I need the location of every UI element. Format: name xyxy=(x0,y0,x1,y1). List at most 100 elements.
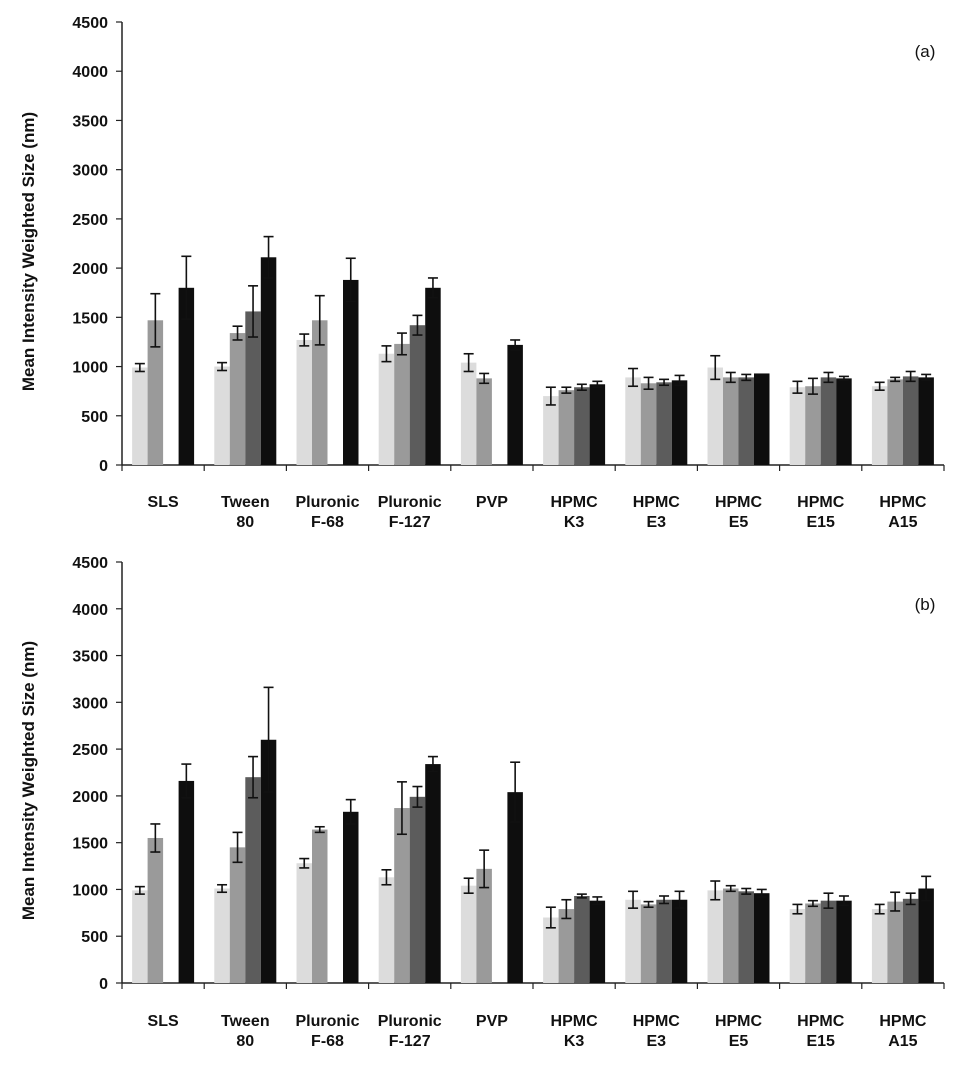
bar xyxy=(178,780,195,983)
bar xyxy=(260,257,277,465)
x-category-label: F-68 xyxy=(311,514,344,531)
x-category-label: SLS xyxy=(148,494,179,511)
bar xyxy=(543,917,559,983)
bar xyxy=(460,885,477,983)
panel-label: (b) xyxy=(915,595,936,614)
bar xyxy=(640,383,657,465)
bar xyxy=(723,377,739,465)
bar xyxy=(789,909,806,983)
bar xyxy=(132,890,148,983)
x-category-label: Tween xyxy=(221,494,270,511)
bar xyxy=(296,863,312,983)
bar xyxy=(754,893,770,983)
bar xyxy=(543,396,559,465)
chart-panel-b: 0 500 1000 1500 2000 2500 3000 3500 4000 4500 Mean… xyxy=(19,555,945,1050)
y-tick-label: 0 xyxy=(99,976,108,993)
bar xyxy=(887,901,903,983)
bar xyxy=(132,367,148,465)
x-category-label: K3 xyxy=(564,1033,585,1050)
bar xyxy=(296,339,312,465)
x-category-label: HPMC xyxy=(715,494,763,511)
bar xyxy=(836,900,852,983)
bar xyxy=(343,279,359,465)
x-category-label: PVP xyxy=(476,1013,508,1030)
bar xyxy=(245,777,261,983)
bar xyxy=(738,891,754,983)
chart-panel-a: 0 500 1000 1500 2000 2500 3000 3500 4000 4500 Mean… xyxy=(19,15,945,531)
bar xyxy=(656,382,672,465)
y-tick-label: 4000 xyxy=(72,64,108,81)
bar xyxy=(460,362,477,465)
bar xyxy=(589,900,606,983)
bar xyxy=(312,320,328,465)
bar xyxy=(871,386,888,465)
y-tick-label: 2500 xyxy=(72,742,108,759)
x-category-label: E15 xyxy=(806,514,835,531)
bar xyxy=(671,380,688,465)
y-tick-label: 1000 xyxy=(72,360,108,377)
x-category-label: HPMC xyxy=(633,494,681,511)
y-tick-label: 3000 xyxy=(72,695,108,712)
bar xyxy=(656,899,672,983)
x-category-label: E5 xyxy=(729,514,749,531)
bar xyxy=(836,378,852,465)
bar xyxy=(312,829,328,983)
x-category-label: Tween xyxy=(221,1013,270,1030)
bar xyxy=(574,895,590,983)
bar xyxy=(507,344,523,465)
bar xyxy=(558,909,575,983)
bar xyxy=(918,888,934,983)
bar xyxy=(671,899,688,983)
bar xyxy=(229,847,246,983)
y-tick-label: 500 xyxy=(81,409,108,426)
x-category-label: HPMC xyxy=(633,1013,681,1030)
x-category-label: SLS xyxy=(148,1013,179,1030)
x-category-label: HPMC xyxy=(551,494,599,511)
x-category-label: K3 xyxy=(564,514,585,531)
bar xyxy=(820,377,837,465)
x-category-label: HPMC xyxy=(879,1013,927,1030)
bar xyxy=(789,387,806,465)
x-category-label: PVP xyxy=(476,494,508,511)
x-category-label: HPMC xyxy=(797,1013,845,1030)
bar xyxy=(214,366,230,465)
bar xyxy=(245,311,261,465)
x-category-label: F-68 xyxy=(311,1033,344,1050)
x-category-label: HPMC xyxy=(715,1013,763,1030)
y-axis-title: Mean Intensity Weighted Size (nm) xyxy=(19,112,38,391)
x-category-label: E3 xyxy=(647,514,667,531)
x-category-label: A15 xyxy=(888,1033,917,1050)
bar xyxy=(723,888,739,983)
y-axis-title: Mean Intensity Weighted Size (nm) xyxy=(19,641,38,920)
bar xyxy=(394,343,410,465)
x-category-label: HPMC xyxy=(879,494,927,511)
bar xyxy=(476,868,492,983)
bar xyxy=(707,890,723,983)
y-tick-label: 2500 xyxy=(72,212,108,229)
bar xyxy=(805,386,821,465)
y-tick-label: 4500 xyxy=(72,555,108,572)
bar xyxy=(589,384,606,465)
y-tick-label: 3000 xyxy=(72,163,108,180)
y-tick-label: 3500 xyxy=(72,113,108,130)
bar xyxy=(260,739,277,983)
y-tick-label: 4000 xyxy=(72,602,108,619)
bar xyxy=(425,287,441,465)
bar xyxy=(640,904,657,983)
x-category-label: HPMC xyxy=(797,494,845,511)
bar xyxy=(871,909,888,983)
bar xyxy=(918,377,934,465)
panel-label: (a) xyxy=(915,42,936,61)
bar xyxy=(378,353,395,465)
x-category-label: F-127 xyxy=(389,514,431,531)
y-tick-label: 1500 xyxy=(72,310,108,327)
bar xyxy=(409,325,426,465)
bar xyxy=(820,900,837,983)
bar xyxy=(754,373,770,465)
bar xyxy=(507,792,523,983)
y-tick-label: 2000 xyxy=(72,261,108,278)
bar xyxy=(147,320,164,465)
x-category-label: E3 xyxy=(647,1033,667,1050)
bar xyxy=(887,379,903,465)
y-tick-label: 500 xyxy=(81,929,108,946)
